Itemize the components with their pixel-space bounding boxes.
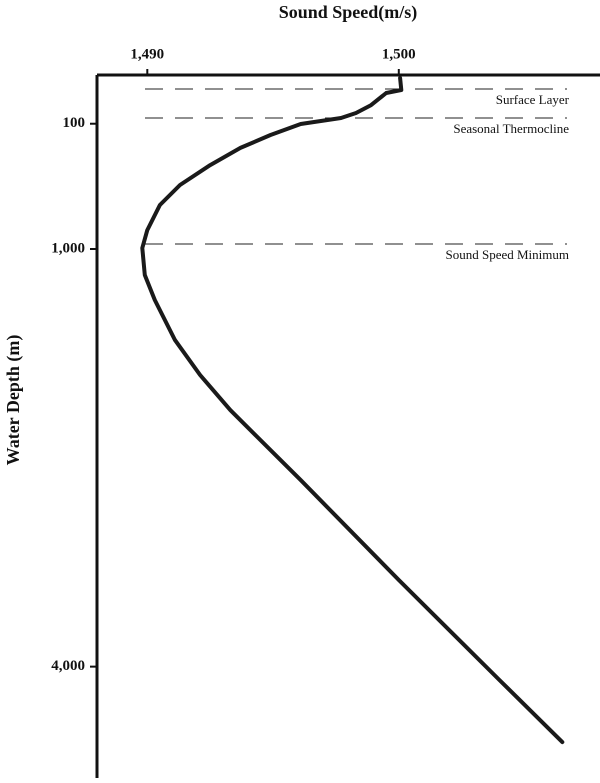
reference-label: Seasonal Thermocline	[453, 121, 569, 136]
profile-line	[140, 76, 565, 745]
reference-label: Sound Speed Minimum	[445, 247, 569, 262]
y-tick-label: 1,000	[51, 240, 85, 256]
y-axis-label: Water Depth (m)	[3, 335, 24, 466]
x-tick-label: 1,490	[130, 46, 164, 62]
reference-label: Surface Layer	[496, 92, 570, 107]
x-tick-label: 1,500	[382, 46, 416, 62]
y-tick-label: 100	[63, 115, 86, 131]
chart-title: Sound Speed(m/s)	[279, 2, 418, 23]
y-tick-label: 4,000	[51, 658, 85, 674]
